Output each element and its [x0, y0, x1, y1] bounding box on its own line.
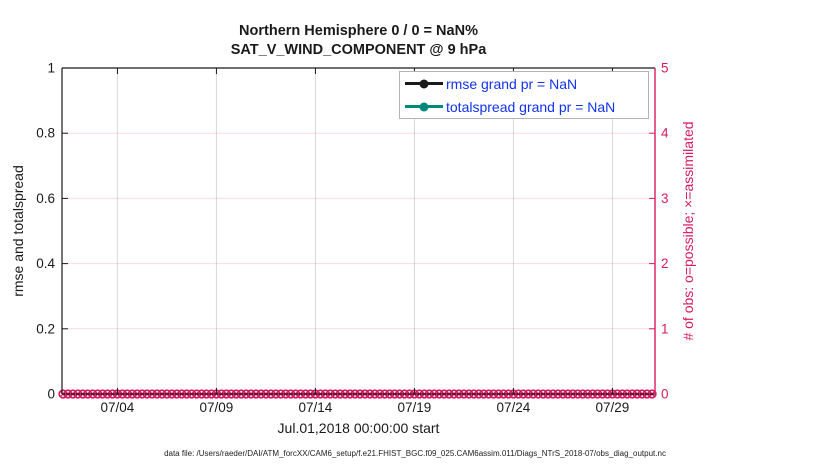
- right-tick-label: 4: [661, 126, 669, 141]
- totalspread-marker-icon: [419, 102, 429, 111]
- rmse-marker-icon: [419, 79, 429, 88]
- chart-title-line2: SAT_V_WIND_COMPONENT @ 9 hPa: [230, 42, 487, 58]
- right-tick-label: 2: [661, 256, 669, 271]
- legend-label-totalspread: totalspread grand pr = NaN: [446, 98, 616, 115]
- data-file-path: data file: /Users/raeder/DAI/ATM_forcXX/…: [164, 449, 666, 458]
- right-tick-label: 5: [661, 61, 669, 76]
- left-tick-label: 0.2: [36, 321, 55, 336]
- x-tick-label: 07/09: [200, 400, 234, 415]
- legend-label-rmse: rmse grand pr = NaN: [446, 75, 578, 92]
- legend-box: rmse grand pr = NaN totalspread grand pr…: [399, 71, 649, 119]
- x-tick-label: 07/14: [299, 400, 333, 415]
- left-tick-label: 1: [47, 61, 55, 76]
- left-tick-label: 0.6: [36, 191, 55, 206]
- left-tick-label: 0.4: [36, 256, 55, 271]
- x-axis-label: Jul.01,2018 00:00:00 start: [277, 420, 440, 436]
- right-axis-label: # of obs: o=possible; ×=assimilated: [680, 121, 696, 341]
- right-tick-label: 1: [661, 321, 669, 336]
- legend-item-rmse: rmse grand pr = NaN: [405, 73, 648, 94]
- left-axis-label: rmse and totalspread: [10, 165, 26, 297]
- legend-item-totalspread: totalspread grand pr = NaN: [405, 96, 648, 117]
- left-tick-label: 0.8: [36, 126, 55, 141]
- x-tick-label: 07/19: [398, 400, 432, 415]
- x-tick-label: 07/24: [497, 400, 531, 415]
- chart-title-line1: Northern Hemisphere 0 / 0 = NaN%: [239, 23, 478, 39]
- x-tick-label: 07/04: [101, 400, 135, 415]
- totalspread-line-sample: [405, 102, 443, 111]
- right-tick-label: 0: [661, 387, 669, 402]
- right-tick-label: 3: [661, 191, 669, 206]
- x-tick-label: 07/29: [596, 400, 630, 415]
- rmse-line-sample: [405, 79, 443, 88]
- left-tick-label: 0: [47, 387, 55, 402]
- chart-title-block: Northern Hemisphere 0 / 0 = NaN% SAT_V_W…: [62, 22, 655, 60]
